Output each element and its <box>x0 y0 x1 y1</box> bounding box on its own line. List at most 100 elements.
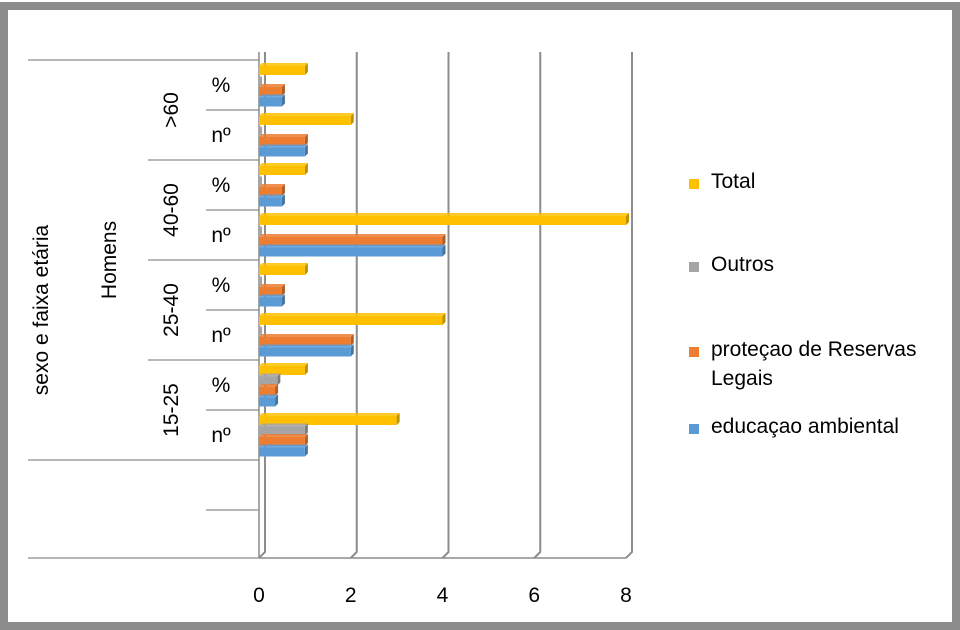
bar-top <box>259 234 446 237</box>
bar-side <box>442 244 446 257</box>
bar-side <box>442 313 446 325</box>
legend-swatch <box>689 347 699 357</box>
x-tick-label: 2 <box>345 584 357 607</box>
bar <box>259 297 282 307</box>
bar-top <box>259 334 354 337</box>
bar-top <box>259 344 354 348</box>
legend-label: educaçao ambiental <box>711 415 899 438</box>
bar-top <box>259 373 281 377</box>
bar <box>259 416 397 425</box>
legend-label: Total <box>711 170 755 193</box>
bar-side <box>304 63 308 75</box>
bar <box>259 76 262 86</box>
x-tick-label: 0 <box>253 584 265 607</box>
bar-top <box>259 94 285 98</box>
legend-label: proteçao de Reservas <box>711 338 916 361</box>
x-tick-label: 4 <box>437 584 449 607</box>
legend: Total Outros proteçao de Reservas Legais edu… <box>689 170 916 438</box>
bar <box>259 437 305 446</box>
bar-top <box>259 423 308 427</box>
bar-side <box>442 234 446 246</box>
bar-top <box>259 244 446 248</box>
measure-label: % <box>212 174 231 197</box>
bar-side <box>275 394 279 407</box>
bar-top <box>259 84 285 87</box>
bar-side <box>350 334 354 346</box>
bar-top <box>259 313 446 316</box>
bar <box>259 237 443 246</box>
legend-swatch <box>689 262 699 272</box>
bar <box>259 276 262 286</box>
bar <box>259 387 276 396</box>
measure-label: nº <box>211 224 231 247</box>
bar <box>259 197 282 207</box>
bar <box>259 316 443 325</box>
bar <box>259 447 305 457</box>
bar-side <box>626 213 629 225</box>
bar-side <box>304 134 308 146</box>
bar <box>259 366 305 375</box>
bar <box>259 187 282 196</box>
bar-top <box>259 263 308 266</box>
bar <box>259 266 305 275</box>
x-tick-label: 8 <box>620 584 632 607</box>
measure-label: nº <box>211 424 231 447</box>
bar-top <box>259 163 308 166</box>
bar <box>259 87 282 96</box>
bar-top <box>259 444 308 448</box>
bars <box>259 63 629 457</box>
age-group-label: 40-60 <box>160 183 183 237</box>
measure-label: nº <box>211 324 231 347</box>
group-label: Homens <box>98 221 121 299</box>
bar-side <box>304 423 308 436</box>
bar <box>259 147 305 157</box>
bar <box>259 426 305 436</box>
bar-side <box>304 163 308 175</box>
bar-top <box>259 113 354 116</box>
bar <box>259 347 351 357</box>
legend-swatch <box>689 424 699 434</box>
bar <box>259 216 626 225</box>
age-group-label: 25-40 <box>160 283 183 337</box>
bar-side <box>281 184 285 196</box>
category-labels: % nº% nº% nº% nº >60 40-60 25-40 15-25 <box>160 74 231 447</box>
measure-label: nº <box>211 124 231 147</box>
bar <box>259 166 305 175</box>
legend-label: Outros <box>711 253 774 276</box>
bar-top <box>259 384 279 387</box>
x-tick-labels: 0 2 4 6 8 <box>253 584 632 607</box>
measure-label: % <box>212 74 231 97</box>
age-group-label: >60 <box>160 92 183 128</box>
bar <box>259 287 282 296</box>
legend-label: Legais <box>711 367 773 390</box>
bar-top <box>259 144 308 148</box>
measure-label: % <box>212 274 231 297</box>
measure-label: % <box>212 374 231 397</box>
bar-top <box>259 363 308 366</box>
legend-swatch <box>689 179 699 189</box>
bar-side <box>304 363 308 375</box>
bar <box>259 116 351 125</box>
bar-side <box>350 113 354 125</box>
bar-top <box>259 213 629 216</box>
bar <box>259 176 262 186</box>
gridline <box>625 52 633 559</box>
bar-side <box>304 144 308 157</box>
bar <box>259 226 262 236</box>
bar-top <box>259 294 285 298</box>
bar-top <box>259 284 285 287</box>
bar-top <box>259 413 400 416</box>
bar <box>259 66 305 75</box>
bar-top <box>259 194 285 198</box>
bar <box>259 376 278 386</box>
bar <box>259 137 305 146</box>
bar-side <box>350 344 354 357</box>
bar <box>259 397 276 407</box>
bar-top <box>259 63 308 66</box>
bar-side <box>281 284 285 296</box>
bar-side <box>396 413 400 425</box>
bar-side <box>281 194 285 207</box>
bar-top <box>259 434 308 437</box>
